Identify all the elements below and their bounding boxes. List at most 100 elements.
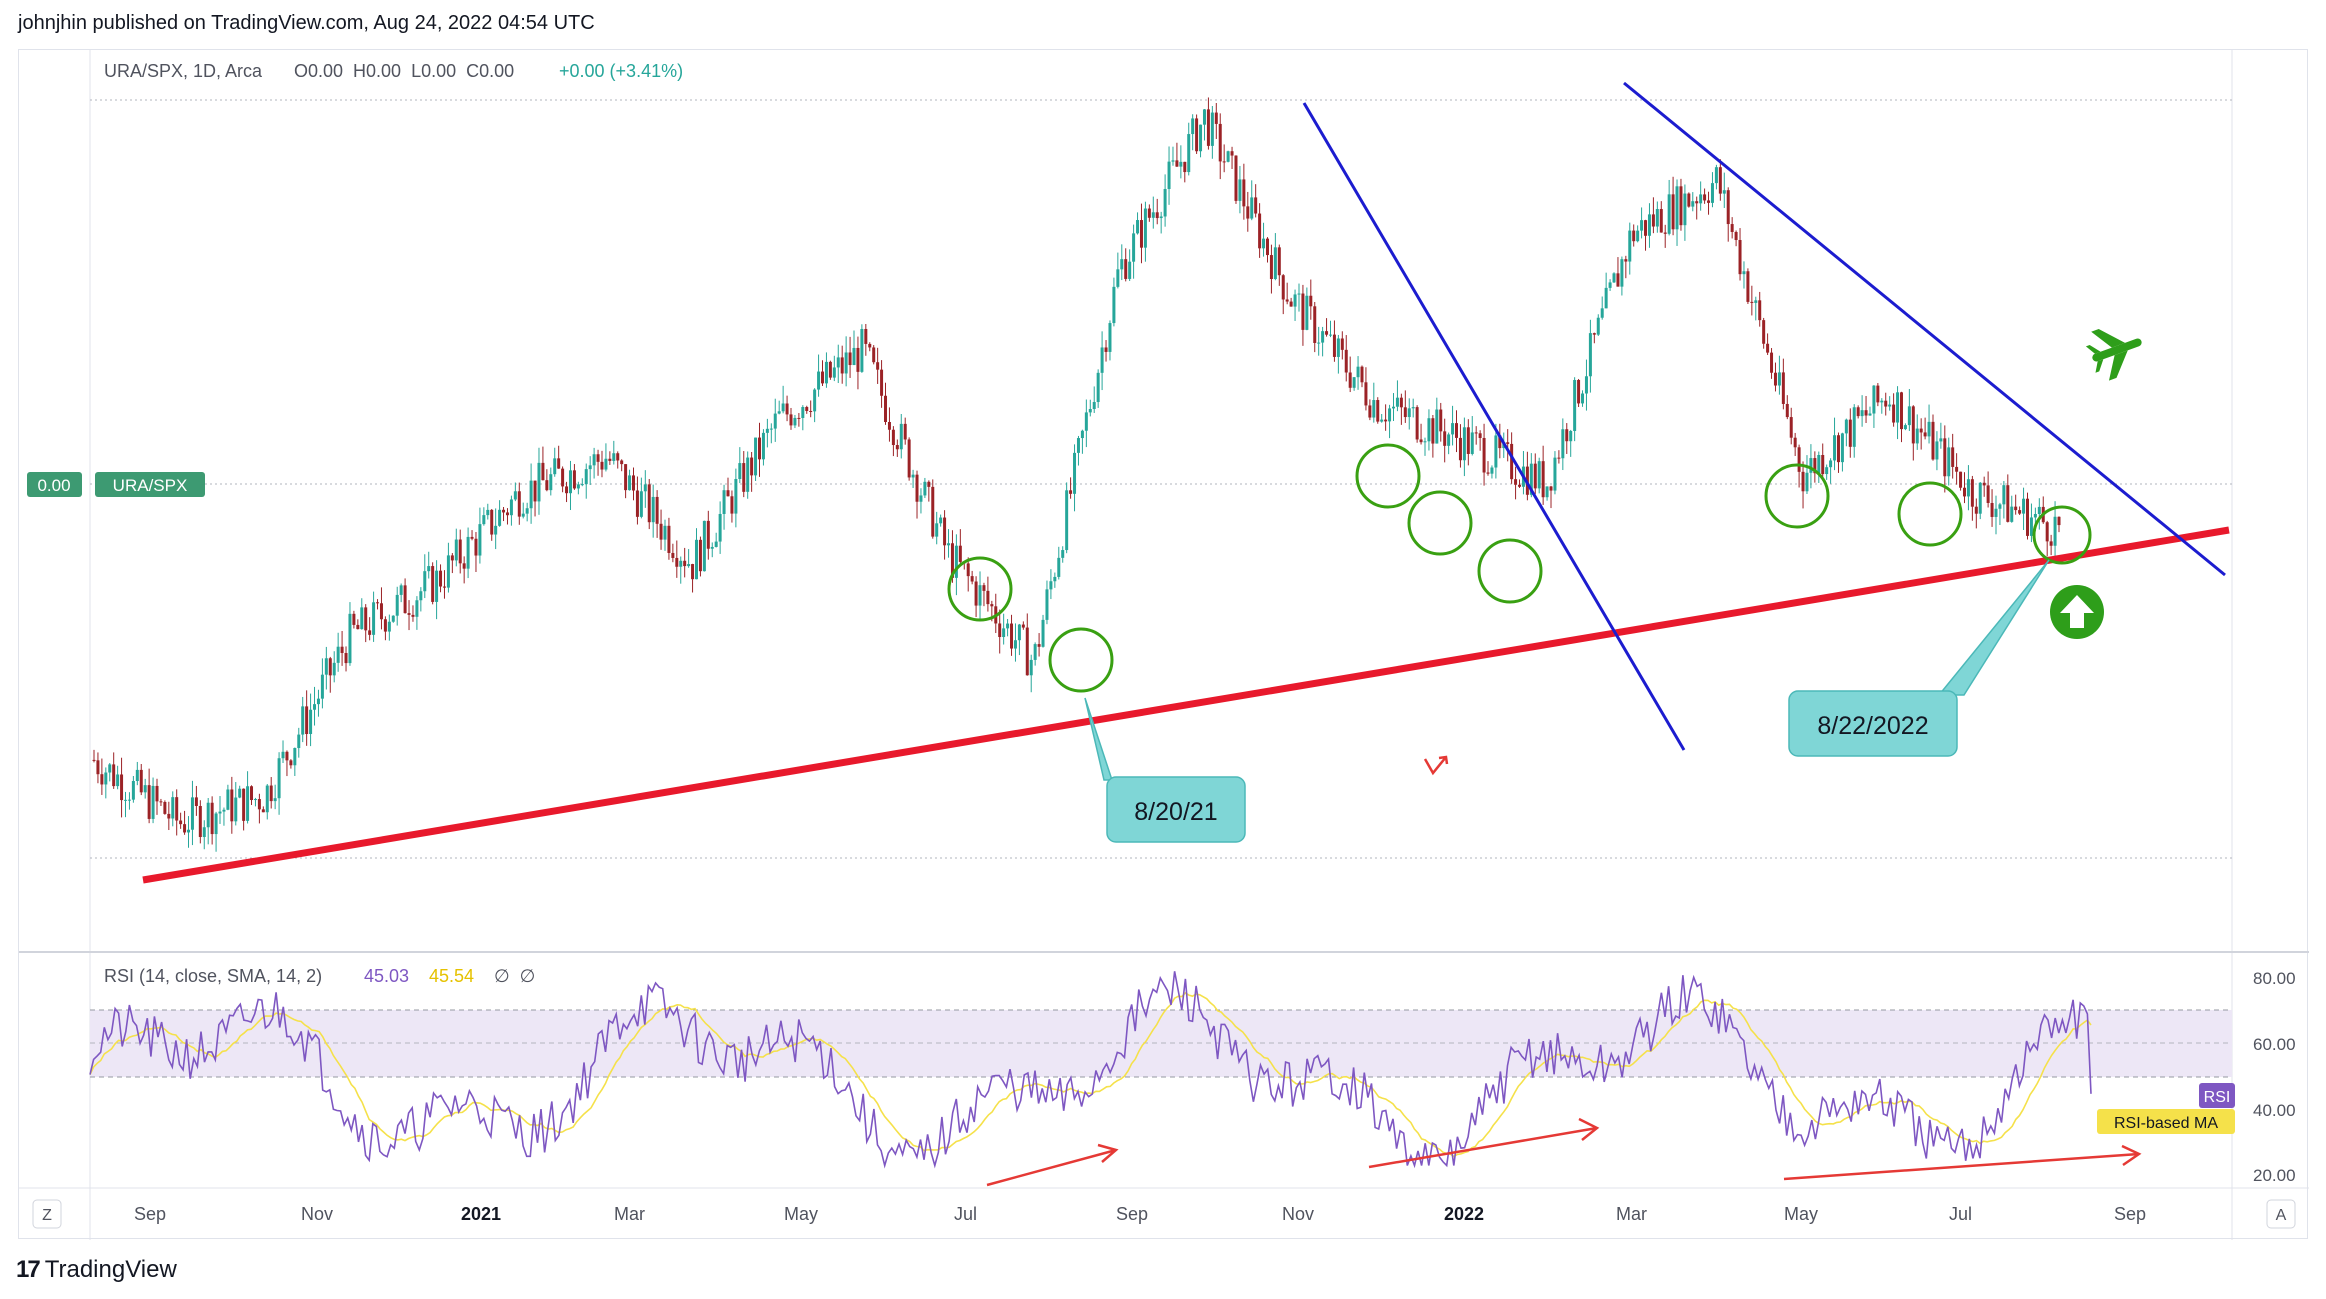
candle-body [1384, 419, 1388, 422]
candle-body [234, 797, 238, 822]
candle-body [998, 623, 1002, 638]
candle-body [2018, 510, 2022, 514]
candle-body [718, 513, 722, 542]
candle-body [1872, 385, 1876, 414]
candle-body [1277, 247, 1281, 276]
touch-circle[interactable] [2032, 505, 2092, 565]
resistance-trendline-1[interactable] [1302, 102, 1686, 751]
candle-body [1230, 151, 1234, 156]
a-button[interactable] [2266, 1199, 2296, 1229]
candle-body [1431, 418, 1435, 444]
candle-body [1762, 320, 1766, 344]
candle-body [887, 421, 891, 430]
candle-body [785, 403, 789, 415]
candle-body [1722, 190, 1726, 194]
candle-body [529, 480, 533, 509]
candle-body [1864, 410, 1868, 416]
candle-body [1021, 624, 1025, 628]
rsi-axis-label: 20.00 [2253, 1166, 2296, 1185]
resistance-trendline-2[interactable] [1623, 81, 2226, 577]
candle-body [328, 658, 332, 676]
candle-body [1663, 232, 1667, 234]
callout-left[interactable] [1106, 776, 1246, 843]
candle-body [809, 410, 813, 412]
candle-body [1069, 490, 1073, 494]
x-axis-label: Sep [134, 1204, 166, 1224]
up-arrow-circle-icon[interactable] [2050, 585, 2104, 639]
rsi-legend-name[interactable]: RSI (14, close, SMA, 14, 2) [104, 966, 322, 986]
candle-body [320, 674, 324, 699]
candle-body [108, 764, 112, 773]
touch-circle[interactable] [1407, 490, 1473, 556]
candle-body [1817, 454, 1821, 474]
candle-body [1340, 338, 1344, 350]
candle-body [1978, 482, 1982, 514]
candle-body [206, 802, 210, 828]
touch-circle[interactable] [1477, 538, 1543, 604]
callout-right[interactable] [1788, 690, 1958, 757]
candle-body [1364, 382, 1368, 406]
symbol-legend[interactable]: URA/SPX, 1D, Arca [104, 61, 263, 81]
candle-body [1391, 406, 1395, 409]
candle-body [1947, 447, 1951, 477]
candle-body [1076, 438, 1080, 453]
candle-body [415, 600, 419, 617]
candle-body [1451, 423, 1455, 435]
candle-body [124, 799, 128, 801]
callout-pointer-left [1084, 697, 1114, 781]
chart-canvas[interactable]: 8/20/21 8/22/2022 URA/SPX, 1D, Arca O0.0… [19, 50, 2309, 1240]
candle-body [183, 824, 187, 833]
candle-body [1529, 463, 1533, 495]
candle-body [1301, 293, 1305, 330]
candle-body [683, 560, 687, 567]
candle-body [116, 774, 120, 787]
candle-body [1246, 206, 1250, 219]
z-button[interactable] [32, 1199, 62, 1229]
candle-body [726, 490, 730, 497]
candle-body [454, 539, 458, 561]
candle-body [1372, 400, 1376, 418]
candle-body [1915, 428, 1919, 444]
rsi-divergence-arrow[interactable] [986, 1148, 1117, 1187]
touch-circle[interactable] [1355, 443, 1421, 509]
candle-body [840, 357, 844, 374]
candle-body [990, 604, 994, 607]
candle-body [1084, 412, 1088, 431]
candle-body [403, 585, 407, 614]
candle-body [860, 328, 864, 372]
airplane-icon[interactable] [2082, 317, 2151, 384]
candle-body [513, 491, 517, 500]
rsi-divergence-arrow[interactable] [1368, 1126, 1598, 1169]
candle-body [702, 520, 706, 572]
candle-body [1935, 441, 1939, 460]
touch-circle[interactable] [1897, 481, 1963, 547]
callout-pointer-right [1937, 559, 2050, 696]
candle-body [230, 789, 234, 822]
candle-body [246, 786, 250, 821]
time-axis-labels[interactable]: Sep Nov 2021 Mar May Jul Sep Nov 2022 Ma… [134, 1204, 2146, 1224]
candle-body [663, 525, 667, 540]
rsi-ma-legend-value: 45.54 [429, 966, 474, 986]
down-arrow-mark[interactable] [1423, 755, 1449, 776]
touch-circle[interactable] [1764, 463, 1830, 529]
candle-body [411, 614, 415, 617]
candle-body [395, 594, 399, 616]
candle-body [584, 469, 588, 485]
support-trendline[interactable] [142, 526, 2230, 884]
candle-body [171, 797, 175, 819]
candle-body [316, 698, 320, 705]
tradingview-brand[interactable]: 17 TradingView [16, 1256, 177, 1284]
candle-body [1010, 623, 1014, 649]
x-axis-label: Sep [2114, 1204, 2146, 1224]
rsi-divergence-arrow[interactable] [1783, 1152, 2140, 1181]
candle-body [1927, 421, 1931, 437]
candle-body [1718, 167, 1722, 194]
candle-body [1403, 407, 1407, 418]
touch-circle[interactable] [1048, 627, 1114, 693]
candle-body [651, 496, 655, 523]
candle-body [1888, 404, 1892, 407]
candle-body [281, 751, 285, 759]
rsi-divergence-arrowhead [2121, 1144, 2142, 1167]
candle-body [1588, 333, 1592, 377]
touch-circle[interactable] [947, 556, 1013, 622]
